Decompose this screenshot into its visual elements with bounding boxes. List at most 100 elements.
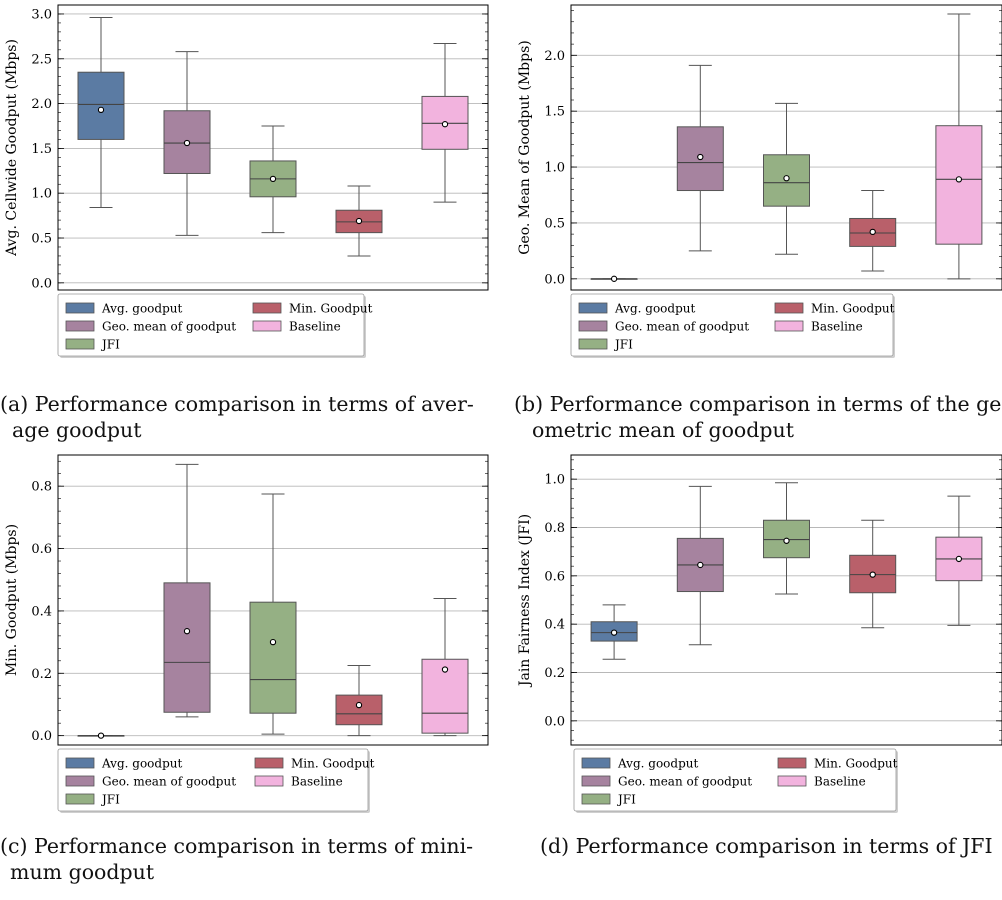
legend-label: Geo. mean of goodput — [102, 320, 236, 334]
legend-swatch — [578, 302, 608, 314]
y-tick-label: 0.0 — [544, 714, 565, 729]
chart-panel-c: 0.0 0.2 0.4 0.6 0.8 Min. Goodput (Mbps) Avg. g… — [4, 454, 489, 813]
caption-b-line1: (b) Performance comparison in terms of t… — [514, 392, 1002, 416]
y-axis-label: Avg. Cellwide Goodput (Mbps) — [4, 39, 20, 257]
y-tick-label: 0.4 — [544, 618, 565, 633]
caption-b-line2: ometric mean of goodput — [532, 418, 794, 442]
legend: Avg. goodput Min. Goodput Geo. mean of goo… — [57, 748, 375, 813]
caption-d-line1: (d) Performance comparison in terms of J… — [540, 834, 993, 858]
chart-panel-a: 0.0 0.5 1.0 1.5 2.0 2.5 3.0 Avg. Cellwide Goodp… — [4, 4, 489, 358]
legend: Avg. goodput Min. Goodput Geo. mean of goo… — [573, 748, 898, 813]
axes-frame — [57, 454, 489, 746]
axes-frame — [57, 4, 489, 291]
y-tick-label: 1.5 — [31, 142, 52, 157]
legend-swatch — [65, 775, 95, 787]
y-tick-label: 0.5 — [31, 232, 52, 247]
y-tick-label: 0.5 — [544, 216, 565, 231]
mean-marker — [355, 217, 363, 225]
box-base — [935, 13, 983, 280]
y-tick-label: 2.0 — [31, 97, 52, 112]
legend-label: Avg. goodput — [614, 302, 695, 316]
box-jfi — [763, 482, 810, 595]
legend-label: Geo. mean of goodput — [102, 775, 236, 789]
legend-swatch — [65, 757, 95, 769]
legend-swatch — [777, 775, 807, 787]
legend-label: JFI — [100, 793, 120, 807]
legend-swatch — [65, 338, 95, 350]
legend-swatch — [252, 320, 282, 332]
box-geo — [163, 51, 211, 236]
box-jfi — [249, 125, 297, 234]
box-avg — [77, 732, 125, 739]
legend-swatch — [65, 793, 95, 805]
legend-label: Geo. mean of goodput — [618, 775, 752, 789]
box-geo — [676, 485, 724, 646]
box-geo — [163, 463, 211, 718]
y-tick-label: 0.6 — [31, 542, 52, 557]
legend-label: Baseline — [289, 320, 341, 334]
mean-marker — [955, 555, 963, 563]
y-tick-label: 0.0 — [544, 272, 565, 287]
y-tick-label: 0.0 — [31, 729, 52, 744]
legend-label: JFI — [100, 338, 120, 352]
y-tick-label: 3.0 — [31, 7, 52, 22]
legend-label: Avg. goodput — [101, 302, 182, 316]
legend: Avg. goodput Min. Goodput Geo. mean of goo… — [57, 293, 373, 358]
box-base — [421, 597, 469, 737]
legend-label: Avg. goodput — [101, 757, 182, 771]
mean-marker — [783, 175, 790, 182]
y-tick-label: 0.8 — [31, 480, 52, 495]
y-tick-label: 1.0 — [544, 161, 565, 176]
mean-marker — [183, 628, 191, 635]
box-min — [335, 664, 383, 737]
box-geo — [676, 64, 724, 252]
y-tick-label: 0.2 — [31, 667, 52, 682]
box-base — [935, 495, 983, 626]
box-min — [849, 190, 897, 272]
mean-marker — [610, 629, 618, 636]
legend-swatch — [254, 775, 284, 787]
legend-label: Geo. mean of goodput — [615, 320, 749, 334]
y-axis-label: Geo. Mean of Goodput (Mbps) — [517, 40, 533, 254]
caption-a-line1: (a) Performance comparison in terms of a… — [0, 392, 474, 416]
mean-marker — [610, 275, 618, 282]
y-tick-label: 0.2 — [544, 666, 565, 681]
legend-label: Baseline — [814, 775, 866, 789]
legend-swatch — [774, 320, 804, 332]
y-axis-label: Jain Fairness Index (JFI) — [517, 514, 533, 688]
legend-box — [573, 748, 897, 812]
legend-label: JFI — [616, 793, 636, 807]
y-axis-label: Min. Goodput (Mbps) — [4, 524, 20, 676]
legend-box — [57, 293, 365, 357]
box-min — [849, 519, 897, 629]
legend: Avg. goodput Min. Goodput Geo. mean of goo… — [570, 293, 895, 358]
box-base — [421, 43, 469, 203]
mean-marker — [869, 571, 876, 578]
mean-marker — [269, 175, 277, 183]
chart-panel-b: 0.0 0.5 1.0 1.5 2.0 Geo. Mean of Goodput (Mbp… — [517, 4, 1002, 358]
legend-swatch — [777, 757, 807, 769]
legend-swatch — [581, 757, 611, 769]
box-iqr — [77, 71, 125, 140]
legend-swatch — [581, 793, 611, 805]
y-tick-label: 1.0 — [31, 187, 52, 202]
y-tick-label: 0.6 — [544, 569, 565, 584]
y-tick-label: 1.0 — [544, 473, 565, 488]
mean-marker — [441, 121, 449, 128]
caption-c-line2: mum goodput — [10, 860, 155, 884]
legend-label: Min. Goodput — [289, 302, 373, 316]
legend-swatch — [252, 302, 282, 314]
legend-label: JFI — [613, 338, 633, 352]
mean-marker — [269, 638, 277, 646]
mean-marker — [783, 537, 790, 544]
legend-label: Min. Goodput — [811, 302, 895, 316]
mean-marker — [697, 153, 704, 161]
box-jfi — [249, 493, 297, 735]
mean-marker — [183, 139, 191, 147]
mean-marker — [697, 561, 704, 569]
legend-label: Baseline — [811, 320, 863, 334]
y-tick-label: 0.4 — [31, 604, 52, 619]
legend-swatch — [578, 338, 608, 350]
caption-a-line2: age goodput — [12, 418, 142, 442]
